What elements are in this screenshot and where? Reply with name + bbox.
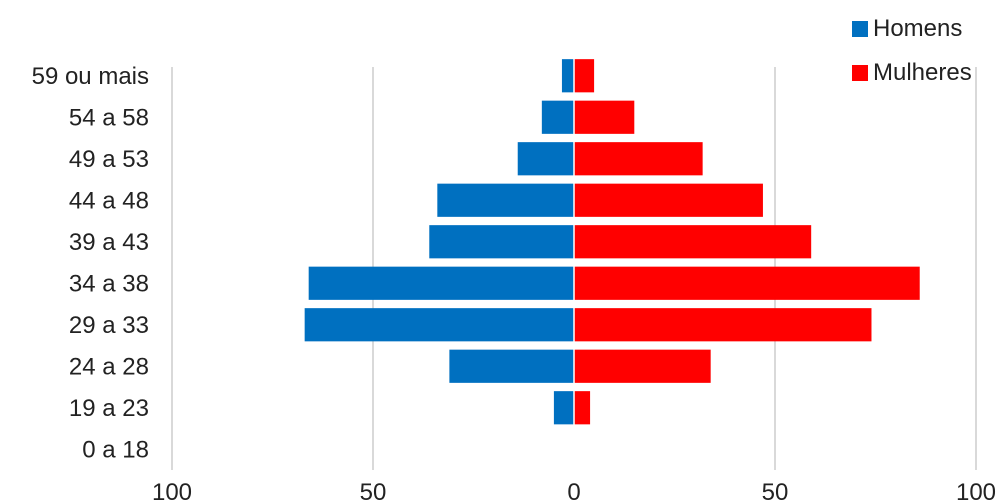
bar-mulheres-59-ou-mais [574,59,595,93]
x-tick-label: 100 [152,479,192,504]
bar-mulheres-44-a-48 [574,183,763,217]
legend: Homens Mulheres [852,14,972,102]
y-tick-label-34-a-38: 34 a 38 [69,270,149,297]
bar-mulheres-49-a-53 [574,142,703,176]
bar-homens-34-a-38 [308,266,574,300]
bar-homens-59-ou-mais [561,59,574,93]
bar-homens-44-a-48 [437,183,574,217]
bar-homens-29-a-33 [304,308,574,342]
bar-homens-54-a-58 [541,100,574,134]
bar-mulheres-19-a-23 [574,391,591,425]
y-tick-label-29-a-33: 29 a 33 [69,312,149,339]
legend-item-mulheres: Mulheres [852,58,972,88]
legend-item-homens: Homens [852,14,972,44]
y-tick-label-24-a-28: 24 a 28 [69,353,149,380]
bar-mulheres-29-a-33 [574,308,872,342]
y-tick-label-19-a-23: 19 a 23 [69,395,149,422]
x-tick-label: 50 [762,479,789,504]
y-tick-label-49-a-53: 49 a 53 [69,146,149,173]
y-tick-label-39-a-43: 39 a 43 [69,229,149,256]
legend-swatch-mulheres [852,65,868,81]
x-tick-label: 100 [956,479,996,504]
x-tick-label: 50 [360,479,387,504]
bar-homens-24-a-28 [449,349,574,383]
bar-homens-19-a-23 [553,391,574,425]
y-tick-label-59-ou-mais: 59 ou mais [32,63,149,90]
legend-label-mulheres: Mulheres [873,59,972,86]
legend-label-homens: Homens [873,15,963,42]
y-tick-label-0-a-18: 0 a 18 [82,436,149,463]
y-axis-tick-labels: 0 a 18 19 a 23 24 a 28 29 a 33 34 a 38 39 a 4… [32,63,149,464]
bar-mulheres-39-a-43 [574,225,812,259]
bar-mulheres-34-a-38 [574,266,920,300]
bars [304,55,920,470]
bar-mulheres-54-a-58 [574,100,635,134]
bar-mulheres-24-a-28 [574,349,711,383]
bar-homens-39-a-43 [429,225,574,259]
y-tick-label-44-a-48: 44 a 48 [69,187,149,214]
legend-swatch-homens [852,21,868,37]
x-tick-label: 0 [567,479,580,504]
y-tick-label-54-a-58: 54 a 58 [69,104,149,131]
bar-homens-49-a-53 [517,142,574,176]
x-axis-tick-labels: 100 50 0 50 100 [152,479,996,504]
